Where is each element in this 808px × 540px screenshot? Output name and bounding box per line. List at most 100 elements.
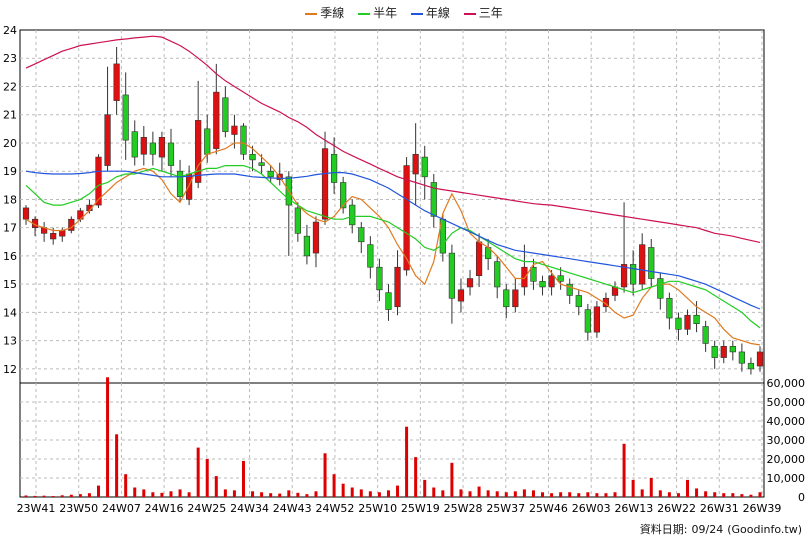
candle-body bbox=[756, 351, 764, 367]
volume-bar bbox=[477, 486, 481, 497]
x-tick-label: 23W41 bbox=[17, 502, 56, 515]
volume-bar bbox=[96, 485, 100, 497]
candle-body bbox=[95, 156, 102, 206]
x-tick-label: 24W07 bbox=[102, 502, 141, 515]
volume-bar bbox=[305, 494, 309, 497]
volume-bar bbox=[232, 490, 236, 497]
volume-bar bbox=[60, 495, 64, 497]
legend-swatch-year bbox=[410, 12, 423, 15]
legend-swatch-halfyear bbox=[358, 12, 371, 15]
x-tick-label: 26W39 bbox=[743, 502, 782, 515]
price-tick-label: 13 bbox=[3, 335, 17, 348]
volume-bar bbox=[296, 492, 300, 497]
volume-bar bbox=[396, 485, 400, 497]
volume-bar bbox=[504, 492, 508, 497]
price-tick-label: 21 bbox=[3, 109, 17, 122]
candle-body bbox=[167, 142, 175, 166]
candle-body bbox=[448, 252, 456, 299]
candle-body bbox=[557, 275, 564, 282]
candle-body bbox=[358, 227, 365, 243]
volume-bar bbox=[124, 474, 128, 497]
date-value: 09/24 bbox=[691, 523, 724, 536]
price-tick-label: 20 bbox=[3, 137, 17, 150]
volume-bar bbox=[87, 493, 91, 497]
candle-body bbox=[330, 153, 338, 183]
candle-body bbox=[684, 314, 691, 330]
candle-body bbox=[693, 314, 700, 324]
candle-body bbox=[666, 297, 673, 319]
candle-body bbox=[140, 137, 147, 155]
volume-bar bbox=[550, 493, 554, 497]
volume-bar bbox=[314, 491, 318, 497]
candle-body bbox=[620, 264, 628, 288]
volume-bar bbox=[667, 492, 671, 497]
source-label: (Goodinfo.tw) bbox=[727, 523, 802, 536]
volume-bar bbox=[713, 492, 717, 497]
candle-body bbox=[675, 317, 682, 330]
candle-body bbox=[312, 221, 320, 254]
volume-bar bbox=[586, 492, 590, 497]
x-tick-label: 25W10 bbox=[358, 502, 397, 515]
volume-bar bbox=[595, 493, 599, 497]
x-tick-label: 25W46 bbox=[529, 502, 568, 515]
legend-item-halfyear: 半年 bbox=[358, 4, 397, 21]
volume-bar bbox=[613, 492, 617, 497]
candle-body bbox=[521, 266, 528, 288]
candle-body bbox=[340, 182, 347, 209]
volume-bar bbox=[205, 459, 209, 497]
volume-bar bbox=[622, 443, 626, 497]
candle-body bbox=[466, 278, 474, 288]
candle-body bbox=[213, 91, 220, 149]
volume-bar bbox=[459, 489, 463, 497]
volume-bar bbox=[332, 474, 336, 497]
candle-body bbox=[475, 241, 483, 276]
candle-body bbox=[267, 170, 274, 178]
candle-body bbox=[512, 289, 519, 308]
volume-bar bbox=[658, 490, 662, 497]
candle-body bbox=[22, 207, 30, 220]
volume-bar bbox=[69, 494, 73, 497]
x-tick-label: 26W22 bbox=[657, 502, 696, 515]
candle-body bbox=[349, 204, 356, 226]
legend: 季線 半年 年線 三年 bbox=[0, 4, 808, 21]
volume-tick-label: 0 bbox=[798, 491, 805, 504]
volume-bar bbox=[450, 462, 454, 497]
x-tick-label: 24W43 bbox=[273, 502, 312, 515]
volume-bar bbox=[722, 493, 726, 497]
price-tick-label: 18 bbox=[3, 193, 17, 206]
volume-bar bbox=[704, 491, 708, 497]
candle-body bbox=[421, 156, 428, 178]
candle-body bbox=[294, 207, 301, 234]
volume-bar bbox=[405, 426, 409, 497]
legend-item-year: 年線 bbox=[410, 4, 450, 21]
volume-bar bbox=[559, 492, 563, 497]
candle-body bbox=[539, 281, 546, 288]
candle-body bbox=[303, 235, 311, 257]
volume-bar bbox=[731, 493, 735, 497]
volume-bar bbox=[676, 493, 680, 497]
candle-body bbox=[738, 351, 745, 364]
candle-body bbox=[503, 289, 510, 308]
candle-body bbox=[575, 295, 582, 308]
volume-bar bbox=[251, 491, 255, 497]
volume-bar bbox=[368, 491, 372, 497]
price-tick-label: 12 bbox=[3, 363, 17, 376]
volume-bar bbox=[115, 434, 119, 497]
volume-bar bbox=[160, 492, 164, 497]
x-tick-label: 23W50 bbox=[59, 502, 98, 515]
volume-tick-label: 30,000 bbox=[767, 434, 806, 447]
volume-bar bbox=[604, 493, 608, 497]
candle-body bbox=[204, 128, 211, 155]
candle-body bbox=[231, 125, 238, 135]
volume-bar bbox=[495, 491, 499, 497]
volume-bar bbox=[414, 457, 418, 497]
price-tick-label: 24 bbox=[3, 24, 17, 37]
volume-bar bbox=[686, 479, 690, 497]
volume-bar bbox=[758, 492, 762, 497]
candle-body bbox=[113, 63, 120, 101]
candle-body bbox=[430, 182, 437, 217]
candle-body bbox=[611, 286, 619, 296]
candle-body bbox=[149, 142, 156, 155]
